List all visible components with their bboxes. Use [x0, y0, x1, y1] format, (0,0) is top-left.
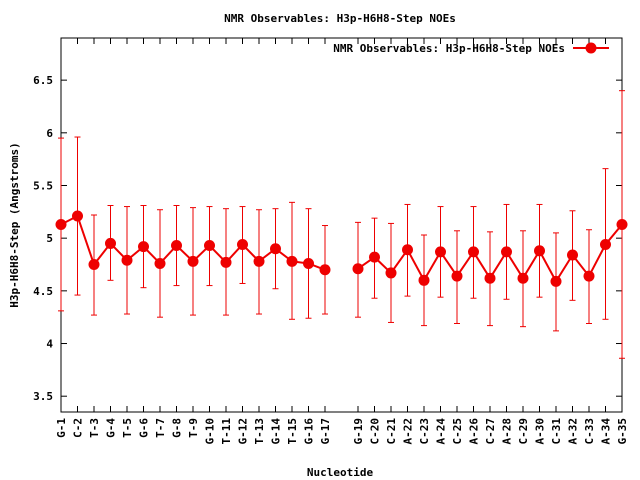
x-tick-label: T-3: [88, 418, 101, 438]
legend-label: NMR Observables: H3p-H6H8-Step NOEs: [333, 42, 565, 55]
x-tick-label: G-1: [55, 418, 68, 438]
y-tick-label: 4.5: [33, 285, 53, 298]
x-tick-label: C-29: [517, 418, 530, 445]
y-axis-label: H3p-H6H8-Step (Angstroms): [8, 142, 21, 308]
data-point: [303, 257, 314, 269]
legend-marker: [585, 42, 597, 54]
data-point: [138, 241, 149, 253]
data-point: [253, 255, 265, 267]
data-point: [402, 244, 413, 256]
x-tick-label: G-14: [270, 418, 283, 445]
x-tick-label: G-19: [352, 418, 365, 445]
data-point: [600, 238, 611, 250]
data-point: [352, 263, 364, 275]
x-tick-label: G-10: [204, 418, 217, 445]
data-point: [583, 270, 595, 282]
data-point: [517, 272, 529, 284]
x-tick-label: A-34: [600, 418, 613, 445]
x-tick-label: G-4: [105, 418, 118, 438]
x-tick-label: A-30: [534, 418, 547, 445]
x-tick-label: G-17: [319, 418, 332, 445]
data-point: [435, 246, 446, 258]
data-point: [369, 251, 380, 263]
data-point: [171, 240, 182, 252]
data-point: [567, 249, 578, 261]
data-point: [204, 240, 215, 252]
x-tick-label: T-15: [286, 418, 299, 445]
y-tick-label: 6.5: [33, 74, 53, 87]
data-point: [105, 237, 116, 249]
x-tick-label: C-2: [72, 418, 85, 438]
y-tick-label: 5.5: [33, 179, 53, 192]
chart-title: NMR Observables: H3p-H6H8-Step NOEs: [224, 12, 456, 25]
data-point: [121, 254, 133, 266]
data-point: [616, 218, 628, 230]
y-tick-label: 3.5: [33, 390, 53, 403]
data-point: [237, 238, 248, 250]
x-tick-label: G-6: [138, 418, 151, 438]
x-tick-label: C-23: [418, 418, 431, 445]
x-tick-label: A-28: [501, 418, 514, 445]
x-tick-label: C-20: [369, 418, 382, 445]
x-tick-label: T-11: [220, 418, 233, 445]
data-point: [55, 218, 67, 230]
x-tick-label: T-13: [253, 418, 266, 445]
data-point: [468, 246, 479, 258]
data-point: [270, 243, 281, 255]
data-point: [319, 264, 331, 276]
data-point: [451, 270, 463, 282]
x-axis-label: Nucleotide: [307, 466, 374, 479]
x-tick-label: G-16: [303, 418, 316, 445]
x-tick-label: G-12: [237, 418, 250, 445]
x-tick-label: C-27: [484, 418, 497, 445]
y-tick-label: 4: [46, 338, 53, 351]
x-tick-label: A-22: [402, 418, 415, 445]
data-point: [550, 275, 562, 287]
data-point: [385, 267, 397, 279]
x-tick-label: T-9: [187, 418, 200, 438]
y-tick-label: 6: [46, 127, 53, 140]
data-point: [187, 255, 199, 267]
data-point: [501, 246, 512, 258]
x-tick-label: C-21: [385, 418, 398, 445]
x-tick-label: T-7: [154, 418, 167, 438]
x-tick-label: A-24: [435, 418, 448, 445]
series-points: [55, 210, 628, 287]
data-point: [484, 272, 496, 284]
data-point: [418, 274, 430, 286]
data-point: [286, 255, 298, 267]
x-tick-label: G-35: [616, 418, 629, 445]
data-point: [88, 259, 100, 271]
x-tick-label: A-32: [567, 418, 580, 445]
x-tick-label: C-33: [583, 418, 596, 445]
data-point: [72, 210, 83, 222]
x-tick-label: C-31: [550, 418, 563, 445]
axes: 3.544.555.566.5G-1 C-2 T-3 G-4 T-5 G-6 T-7 G-8 T…: [33, 37, 629, 445]
x-tick-label: A-26: [468, 418, 481, 445]
x-tick-label: T-5: [121, 418, 134, 438]
data-point: [534, 245, 545, 257]
legend: NMR Observables: H3p-H6H8-Step NOEs: [333, 42, 609, 55]
data-point: [220, 256, 232, 268]
y-tick-label: 5: [46, 232, 53, 245]
data-point: [154, 257, 166, 269]
x-tick-label: C-25: [451, 418, 464, 445]
x-tick-label: G-8: [171, 418, 184, 438]
